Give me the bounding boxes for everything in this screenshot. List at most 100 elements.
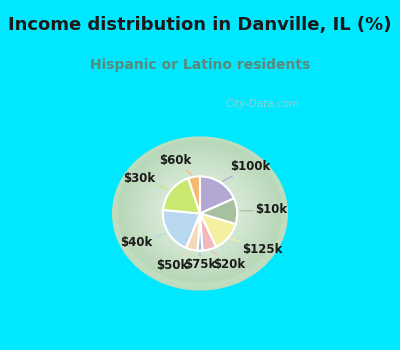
Ellipse shape [164,182,236,245]
Ellipse shape [189,202,211,221]
Ellipse shape [193,207,207,220]
Ellipse shape [150,168,250,255]
Bar [91,104,309,323]
Ellipse shape [161,179,239,248]
Ellipse shape [114,138,286,289]
Ellipse shape [138,158,262,265]
Ellipse shape [147,165,253,258]
Ellipse shape [196,210,204,217]
Ellipse shape [162,178,238,244]
Ellipse shape [136,158,264,270]
Ellipse shape [127,150,273,277]
Ellipse shape [180,196,220,231]
Ellipse shape [178,194,222,233]
Ellipse shape [150,170,250,257]
Wedge shape [200,198,237,224]
Ellipse shape [148,168,252,259]
Ellipse shape [154,171,246,252]
Ellipse shape [137,157,263,266]
Ellipse shape [140,161,260,266]
Ellipse shape [199,210,201,212]
Ellipse shape [154,173,246,254]
Ellipse shape [143,162,257,261]
Ellipse shape [156,174,244,249]
Text: $10k: $10k [240,203,288,216]
Ellipse shape [129,151,271,276]
Ellipse shape [181,195,219,228]
Ellipse shape [132,152,268,271]
Ellipse shape [149,169,251,258]
Ellipse shape [194,208,206,219]
Ellipse shape [196,208,204,215]
Ellipse shape [122,144,278,279]
Ellipse shape [132,154,268,273]
Ellipse shape [120,144,280,284]
Ellipse shape [178,193,222,230]
Ellipse shape [160,177,240,246]
Ellipse shape [163,179,237,243]
Ellipse shape [129,150,271,273]
Ellipse shape [130,152,270,275]
Ellipse shape [167,183,233,240]
Wedge shape [188,176,200,214]
Ellipse shape [182,198,218,229]
Ellipse shape [142,162,258,265]
Ellipse shape [184,197,216,225]
Ellipse shape [158,176,242,251]
Ellipse shape [174,189,226,234]
Wedge shape [186,214,200,251]
Ellipse shape [197,209,203,214]
Ellipse shape [170,185,230,237]
Ellipse shape [182,196,218,227]
Wedge shape [163,210,200,248]
Text: Hispanic or Latino residents: Hispanic or Latino residents [90,57,310,72]
Ellipse shape [121,145,279,282]
Ellipse shape [118,140,282,282]
Ellipse shape [145,165,255,262]
Ellipse shape [126,147,274,275]
Ellipse shape [171,188,229,239]
Ellipse shape [194,206,206,216]
Text: $60k: $60k [159,154,192,175]
Text: $20k: $20k [212,251,246,271]
Ellipse shape [168,186,232,241]
Ellipse shape [125,146,275,276]
Ellipse shape [152,170,248,253]
Ellipse shape [116,140,284,287]
Ellipse shape [185,198,215,224]
Ellipse shape [152,172,248,256]
Wedge shape [200,176,234,214]
Ellipse shape [184,199,216,228]
Ellipse shape [155,172,245,250]
Ellipse shape [141,160,259,262]
Ellipse shape [136,156,264,267]
Ellipse shape [166,184,234,243]
Ellipse shape [137,159,263,268]
Ellipse shape [170,187,230,240]
Ellipse shape [164,181,236,242]
Ellipse shape [158,175,242,248]
Ellipse shape [193,205,207,217]
Ellipse shape [177,191,223,231]
Ellipse shape [159,176,241,247]
Ellipse shape [175,192,225,235]
Ellipse shape [146,164,255,259]
Ellipse shape [186,199,214,223]
Ellipse shape [159,178,241,249]
Ellipse shape [126,148,274,279]
Ellipse shape [130,151,270,272]
Ellipse shape [146,166,254,261]
Ellipse shape [113,137,287,290]
Ellipse shape [176,190,224,233]
Ellipse shape [162,180,238,247]
Text: $125k: $125k [231,238,283,256]
Ellipse shape [188,201,212,222]
Wedge shape [200,214,236,247]
Ellipse shape [186,201,214,226]
Ellipse shape [133,155,267,272]
Ellipse shape [197,211,203,216]
Ellipse shape [166,182,234,241]
Ellipse shape [120,141,280,281]
Ellipse shape [117,141,283,286]
Ellipse shape [169,184,231,239]
